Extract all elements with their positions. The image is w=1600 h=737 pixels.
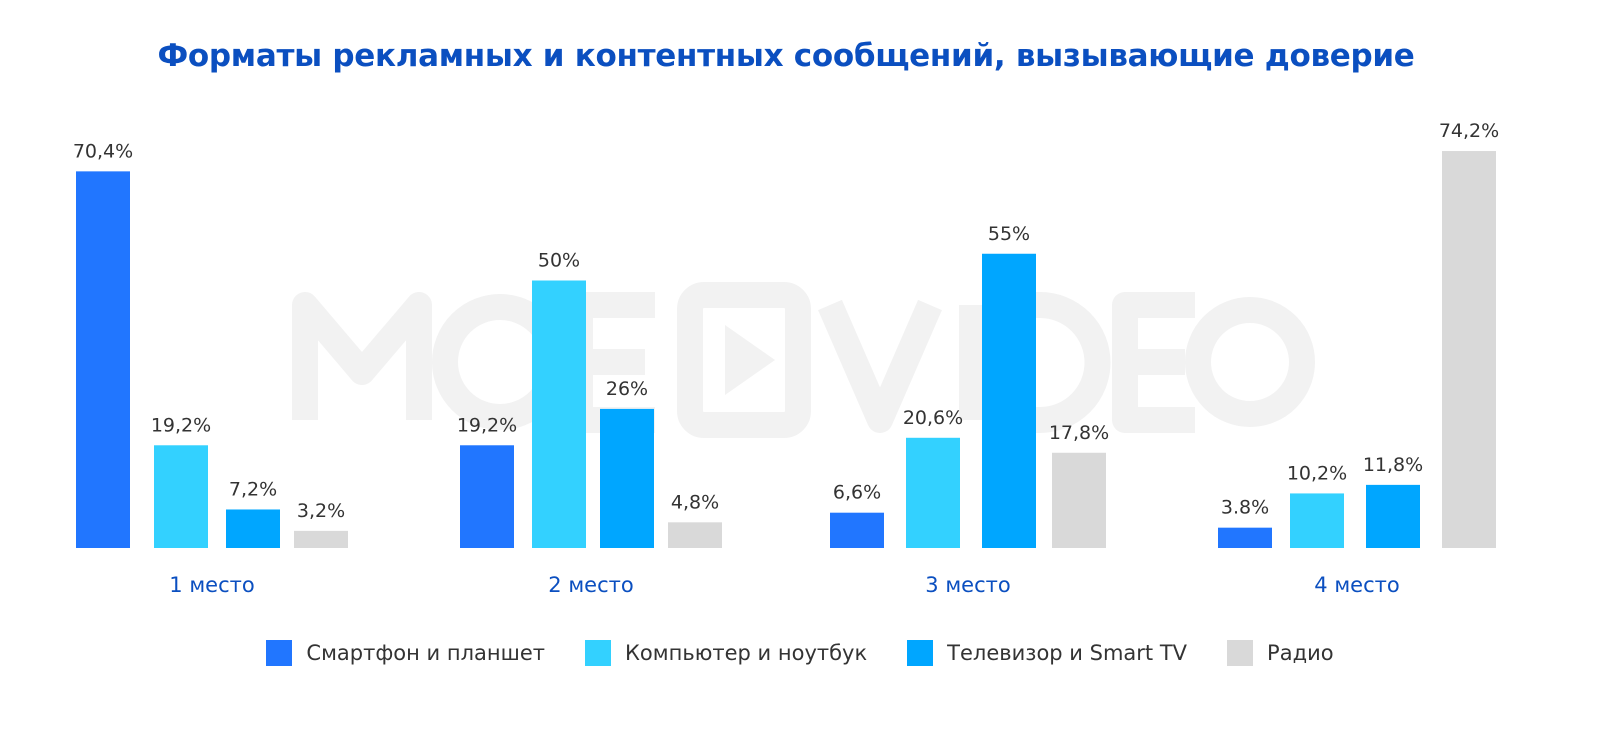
bar [1218,527,1272,548]
bar [982,253,1036,548]
data-label: 3.8% [1221,497,1269,519]
legend-swatch [585,640,611,666]
bar [906,437,960,548]
data-label: 26% [606,378,648,400]
chart-title: Форматы рекламных и контентных сообщений… [157,38,1415,74]
bar [668,522,722,548]
bar [1442,151,1496,548]
bar [1366,484,1420,548]
category-label: 1 место [169,573,254,597]
legend-item: Телевизор и Smart TV [907,640,1187,666]
legend-label: Телевизор и Smart TV [947,641,1188,665]
data-label: 19,2% [457,414,517,436]
data-label: 50% [538,250,580,272]
category-label: 3 место [925,573,1010,597]
legend-swatch [266,640,293,666]
data-label: 4,8% [671,491,719,513]
legend-item: Компьютер и ноутбук [585,640,867,666]
bar [226,509,280,548]
legend-label: Компьютер и ноутбук [625,641,868,665]
category-label: 4 место [1314,573,1399,597]
data-label: 20,6% [903,407,963,429]
legend-item: Радио [1227,640,1334,666]
bar [532,280,586,548]
bar [154,445,208,548]
legend-swatch [907,640,934,666]
bar [600,408,654,548]
data-label: 70,4% [73,140,133,162]
bar [460,445,514,548]
legend-swatch [1227,640,1254,666]
bar [294,530,348,548]
data-label: 10,2% [1287,462,1347,484]
data-label: 19,2% [151,414,211,436]
data-label: 55% [988,223,1030,245]
bar [1052,452,1106,548]
legend-label: Радио [1267,641,1334,665]
category-label: 2 место [548,573,633,597]
data-label: 6,6% [833,482,881,504]
legend-item: Смартфон и планшет [266,640,545,666]
data-label: 11,8% [1363,454,1423,476]
data-label: 7,2% [229,478,277,500]
legend-label: Смартфон и планшет [306,641,545,665]
bar [1290,493,1344,548]
bar [830,512,884,548]
legend: Смартфон и планшет Компьютер и ноутбук Тел… [0,640,1600,666]
data-label: 74,2% [1439,120,1499,142]
data-label: 17,8% [1049,422,1109,444]
bar [76,171,130,549]
data-label: 3,2% [297,500,345,522]
